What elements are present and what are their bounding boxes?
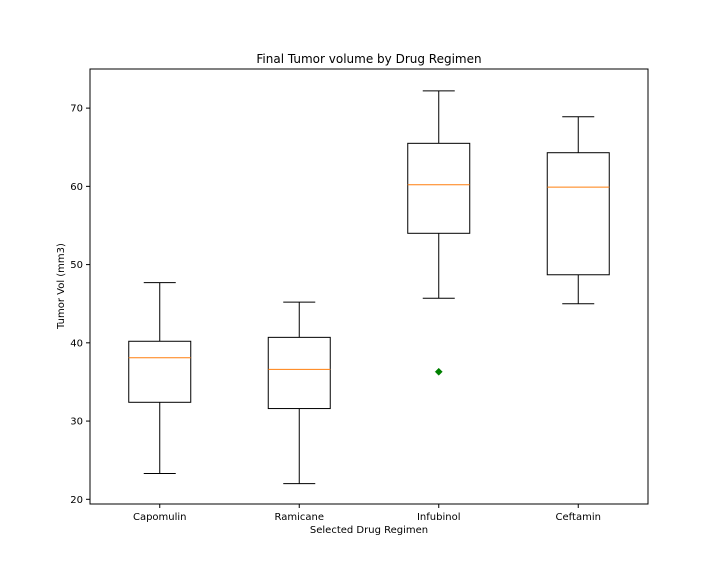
x-tick-label: Ramicane [275,512,325,523]
x-tick-label: Capomulin [133,512,187,523]
y-tick-label: 20 [70,495,83,506]
box-iqr [546,152,610,276]
chart-title: Final Tumor volume by Drug Regimen [256,52,481,66]
y-tick-label: 70 [70,104,83,115]
x-tick-label: Ceftamin [556,512,601,523]
outlier-marker [434,367,443,376]
plot-area: 20 30 40 50 60 70 Capomulin Ramicane Infubinol Ce… [70,90,610,523]
y-tick-label: 60 [70,182,83,193]
x-axis-label: Selected Drug Regimen [310,525,428,536]
y-tick-label: 40 [70,338,83,349]
box-iqr [128,340,192,403]
y-axis-label: Tumor Vol (mm3) [56,243,67,330]
y-tick-label: 50 [70,260,83,271]
x-tick-label: Infubinol [417,512,461,523]
y-tick-label: 30 [70,417,83,428]
plot-frame [89,68,649,505]
box-iqr [267,336,331,410]
box-iqr [407,142,471,234]
